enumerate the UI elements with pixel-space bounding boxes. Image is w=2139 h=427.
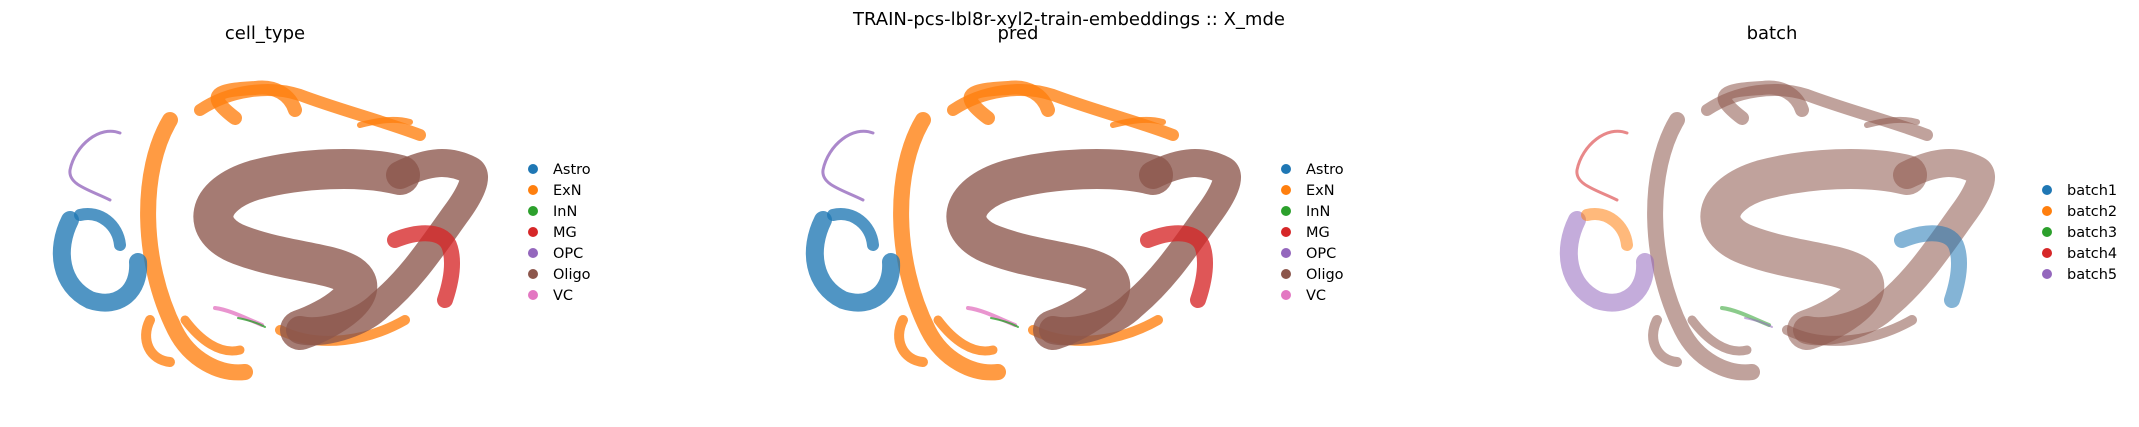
panel-title-batch: batch xyxy=(1747,23,1798,44)
cluster-exn-6 xyxy=(1864,116,1920,128)
legend-marker-exn xyxy=(528,185,538,195)
scatter-cell-type xyxy=(52,80,488,381)
legend-label-oligo: Oligo xyxy=(1306,267,1344,283)
cluster-exn-6 xyxy=(1110,116,1166,128)
cluster-opc-11 xyxy=(68,129,122,202)
legend-marker-opc xyxy=(528,248,538,258)
legend-label-vc: VC xyxy=(1306,288,1326,304)
legend-marker-batch1 xyxy=(2042,185,2052,195)
panel-batch: batch batch1 batch2 batch3 batch4 batch5 xyxy=(1559,23,2117,381)
cluster-exn-1 xyxy=(1647,112,1760,381)
legend-marker-mg xyxy=(528,227,538,237)
legend-marker-opc xyxy=(1281,248,1291,258)
legend-label-opc: OPC xyxy=(1306,246,1336,262)
legend-label-mg: MG xyxy=(1306,225,1330,241)
figure-suptitle: TRAIN-pcs-lbl8r-xyl2-train-embeddings ::… xyxy=(852,9,1285,30)
legend-marker-vc xyxy=(528,290,538,300)
legend-marker-exn xyxy=(1281,185,1291,195)
legend-marker-vc xyxy=(1281,290,1291,300)
legend-marker-batch4 xyxy=(2042,248,2052,258)
panel-pred: pred Astro ExN InN MG OPC Oligo VC xyxy=(805,23,1344,381)
legend-label-batch4: batch4 xyxy=(2067,246,2117,262)
cluster-oligo-8 xyxy=(1793,149,1995,346)
cluster-astro-10 xyxy=(827,208,879,251)
scatter-batch xyxy=(1559,80,1995,381)
cluster-mg-12 xyxy=(1894,225,1968,308)
cluster-inn-14 xyxy=(1744,317,1773,328)
legend-marker-inn xyxy=(1281,206,1291,216)
cluster-exn-4 xyxy=(894,315,928,367)
cluster-exn-1 xyxy=(893,112,1006,381)
legend-label-inn: InN xyxy=(553,204,577,220)
legend-marker-oligo xyxy=(1281,269,1291,279)
legend-label-oligo: Oligo xyxy=(553,267,591,283)
cluster-astro-10 xyxy=(74,208,126,251)
cluster-opc-11 xyxy=(821,129,875,202)
cluster-oligo-7 xyxy=(193,149,420,350)
legend-label-inn: InN xyxy=(1306,204,1330,220)
cluster-exn-5 xyxy=(180,315,245,356)
cluster-astro-10 xyxy=(1581,208,1633,251)
legend-marker-astro xyxy=(1281,164,1291,174)
legend-label-exn: ExN xyxy=(1306,183,1335,199)
cluster-astro-9 xyxy=(52,211,148,312)
legend-label-exn: ExN xyxy=(553,183,582,199)
cluster-opc-11 xyxy=(1575,129,1629,202)
legend-label-batch3: batch3 xyxy=(2067,225,2117,241)
legend-marker-astro xyxy=(528,164,538,174)
cluster-exn-5 xyxy=(1687,315,1752,356)
legend-marker-mg xyxy=(1281,227,1291,237)
legend-marker-inn xyxy=(528,206,538,216)
legend-marker-batch3 xyxy=(2042,227,2052,237)
cluster-astro-9 xyxy=(1559,211,1655,312)
cluster-exn-1 xyxy=(140,112,253,381)
cluster-oligo-8 xyxy=(1039,149,1241,346)
legend-marker-batch5 xyxy=(2042,269,2052,279)
legend-pred: Astro ExN InN MG OPC Oligo VC xyxy=(1281,162,1344,304)
cluster-exn-4 xyxy=(141,315,175,367)
panel-cell-type: cell_type Astro ExN InN MG OPC Oligo VC xyxy=(52,23,591,381)
legend-batch: batch1 batch2 batch3 batch4 batch5 xyxy=(2042,183,2117,283)
cluster-inn-14 xyxy=(237,317,266,328)
panel-title-cell-type: cell_type xyxy=(225,23,305,44)
legend-marker-batch2 xyxy=(2042,206,2052,216)
legend-label-batch1: batch1 xyxy=(2067,183,2117,199)
legend-label-vc: VC xyxy=(553,288,573,304)
cluster-inn-14 xyxy=(990,317,1019,328)
cluster-oligo-8 xyxy=(286,149,488,346)
scatter-pred xyxy=(805,80,1241,381)
legend-label-batch5: batch5 xyxy=(2067,267,2117,283)
legend-marker-oligo xyxy=(528,269,538,279)
legend-label-astro: Astro xyxy=(553,162,591,178)
cluster-mg-12 xyxy=(1140,225,1214,308)
cluster-exn-6 xyxy=(357,116,413,128)
legend-label-batch2: batch2 xyxy=(2067,204,2117,220)
legend-label-astro: Astro xyxy=(1306,162,1344,178)
legend-label-mg: MG xyxy=(553,225,577,241)
legend-label-opc: OPC xyxy=(553,246,583,262)
cluster-exn-5 xyxy=(933,315,998,356)
cluster-oligo-7 xyxy=(1700,149,1927,350)
cluster-astro-9 xyxy=(805,211,901,312)
cluster-exn-4 xyxy=(1648,315,1682,367)
cluster-mg-12 xyxy=(387,225,461,308)
panel-title-pred: pred xyxy=(998,23,1039,44)
cluster-oligo-7 xyxy=(946,149,1173,350)
legend-cell-type: Astro ExN InN MG OPC Oligo VC xyxy=(528,162,591,304)
